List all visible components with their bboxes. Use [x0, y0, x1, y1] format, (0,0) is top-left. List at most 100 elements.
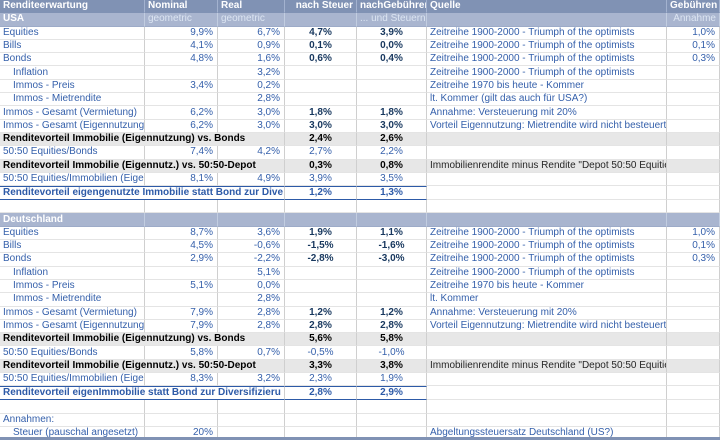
- cell-nach-steuer[interactable]: 2,4%: [285, 132, 357, 147]
- cell-gebuehren[interactable]: 1,0%: [667, 226, 720, 241]
- cell-nach-steuer[interactable]: -0,5%: [285, 346, 357, 360]
- cell-nominal[interactable]: 8,1%: [145, 172, 218, 187]
- cell-quelle[interactable]: Zeitreihe 1900-2000 - Triumph of the opt…: [427, 226, 667, 241]
- cell-real[interactable]: [218, 413, 285, 427]
- cell-nominal[interactable]: 3,4%: [145, 79, 218, 94]
- cell-nach-gebuehren[interactable]: 1,9%: [357, 373, 427, 387]
- cell-nach-gebuehren[interactable]: [357, 266, 427, 280]
- cell-label[interactable]: Bills: [0, 39, 145, 54]
- cell-real[interactable]: 0,2%: [218, 79, 285, 94]
- cell-gebuehren[interactable]: [667, 400, 720, 414]
- cell-real[interactable]: 3,2%: [218, 66, 285, 80]
- cell-quelle[interactable]: Vorteil Eigennutzung: Mietrendite wird n…: [427, 119, 667, 133]
- cell-nominal[interactable]: [145, 266, 218, 280]
- cell-nach-steuer[interactable]: 2,3%: [285, 373, 357, 387]
- cell-label[interactable]: Immos - Gesamt (Vermietung): [0, 106, 145, 120]
- cell-nach-gebuehren[interactable]: 0,0%: [357, 39, 427, 54]
- band-sub-nominal[interactable]: geometric: [145, 13, 218, 27]
- cell-real[interactable]: 3,0%: [218, 119, 285, 133]
- cell-nominal[interactable]: [145, 200, 218, 214]
- cell-nominal[interactable]: 2,9%: [145, 253, 218, 267]
- cell-real[interactable]: [218, 400, 285, 414]
- cell-real[interactable]: 4,9%: [218, 172, 285, 187]
- cell-nominal[interactable]: 6,2%: [145, 119, 218, 133]
- cell-quelle[interactable]: [427, 146, 667, 160]
- cell-gebuehren[interactable]: 0,3%: [667, 253, 720, 267]
- cell-gebuehren[interactable]: [667, 200, 720, 214]
- cell-nach-gebuehren[interactable]: 1,8%: [357, 106, 427, 120]
- cell-quelle[interactable]: Zeitreihe 1900-2000 - Triumph of the opt…: [427, 253, 667, 267]
- cell-gebuehren[interactable]: 0,1%: [667, 240, 720, 254]
- header-nach-gebuehren[interactable]: nachGebühren: [357, 0, 427, 14]
- cell-nach-steuer[interactable]: 3,9%: [285, 172, 357, 187]
- cell-gebuehren[interactable]: [667, 279, 720, 294]
- cell-nominal[interactable]: 5,8%: [145, 346, 218, 360]
- cell-nach-gebuehren[interactable]: 2,6%: [357, 132, 427, 147]
- cell-label[interactable]: Immos - Gesamt (Eigennutzung): [0, 119, 145, 133]
- cell-nach-gebuehren[interactable]: 5,8%: [357, 333, 427, 347]
- cell-real[interactable]: 3,6%: [218, 226, 285, 241]
- cell-nach-gebuehren[interactable]: 3,0%: [357, 119, 427, 133]
- cell-nach-gebuehren[interactable]: 2,9%: [357, 386, 427, 401]
- cell-quelle[interactable]: [427, 186, 667, 201]
- header-quelle[interactable]: Quelle: [427, 0, 667, 14]
- cell-nach-steuer[interactable]: [285, 266, 357, 280]
- band-sub-nach-steuer[interactable]: [285, 13, 357, 27]
- band-sub-nominal[interactable]: [145, 213, 218, 227]
- cell-gebuehren[interactable]: [667, 413, 720, 427]
- cell-quelle[interactable]: Zeitreihe 1970 bis heute - Kommer: [427, 279, 667, 294]
- cell-nach-steuer[interactable]: [285, 66, 357, 80]
- cell-nach-steuer[interactable]: -2,8%: [285, 253, 357, 267]
- cell-gebuehren[interactable]: [667, 346, 720, 360]
- cell-nominal[interactable]: 4,5%: [145, 240, 218, 254]
- cell-nach-gebuehren[interactable]: 2,2%: [357, 146, 427, 160]
- cell-quelle[interactable]: [427, 172, 667, 187]
- cell-gebuehren[interactable]: [667, 119, 720, 133]
- header-renditeerwartung[interactable]: Renditeerwartung: [0, 0, 145, 14]
- cell-nominal[interactable]: 4,1%: [145, 39, 218, 54]
- cell-gebuehren[interactable]: [667, 386, 720, 401]
- cell-nach-gebuehren[interactable]: 2,8%: [357, 319, 427, 334]
- section-title[interactable]: Deutschland: [0, 213, 145, 227]
- cell-label[interactable]: 50:50 Equities/Bonds: [0, 146, 145, 160]
- cell-nach-steuer[interactable]: 3,0%: [285, 119, 357, 133]
- cell-quelle[interactable]: [427, 400, 667, 414]
- cell-nach-steuer[interactable]: 0,6%: [285, 53, 357, 67]
- cell-nominal[interactable]: 5,1%: [145, 279, 218, 294]
- band-sub-nach-steuer[interactable]: [285, 213, 357, 227]
- cell-nach-gebuehren[interactable]: -1,0%: [357, 346, 427, 360]
- cell-gebuehren[interactable]: [667, 293, 720, 307]
- cell-label[interactable]: Immos - Gesamt (Eigennutzung): [0, 319, 145, 334]
- cell-label[interactable]: Renditevorteil Immobilie (Eigennutzung) …: [0, 132, 285, 147]
- cell-real[interactable]: -2,2%: [218, 253, 285, 267]
- cell-label[interactable]: Bonds: [0, 253, 145, 267]
- cell-nach-gebuehren[interactable]: 1,3%: [357, 186, 427, 201]
- cell-label[interactable]: Renditevorteil Immobilie (Eigennutzung) …: [0, 333, 285, 347]
- cell-nach-steuer[interactable]: 4,7%: [285, 26, 357, 40]
- cell-label[interactable]: 50:50 Equities/Immobilien (Eigenn: [0, 172, 145, 187]
- cell-nach-gebuehren[interactable]: [357, 66, 427, 80]
- cell-nach-gebuehren[interactable]: 3,9%: [357, 26, 427, 40]
- cell-quelle[interactable]: [427, 386, 667, 401]
- cell-quelle[interactable]: [427, 200, 667, 214]
- cell-real[interactable]: 2,8%: [218, 306, 285, 320]
- cell-label[interactable]: Equities: [0, 26, 145, 40]
- cell-nach-gebuehren[interactable]: 0,4%: [357, 53, 427, 67]
- header-nominal[interactable]: Nominal: [145, 0, 218, 14]
- cell-label[interactable]: [0, 400, 145, 414]
- cell-gebuehren[interactable]: 1,0%: [667, 26, 720, 40]
- header-real[interactable]: Real: [218, 0, 285, 14]
- cell-label[interactable]: Annahmen:: [0, 413, 145, 427]
- cell-nach-steuer[interactable]: 0,1%: [285, 39, 357, 54]
- cell-nach-gebuehren[interactable]: [357, 413, 427, 427]
- band-sub-real[interactable]: geometric: [218, 13, 285, 27]
- cell-gebuehren[interactable]: [667, 146, 720, 160]
- cell-label[interactable]: Immos - Preis: [0, 279, 145, 294]
- cell-nach-steuer[interactable]: 1,2%: [285, 306, 357, 320]
- cell-nominal[interactable]: [145, 413, 218, 427]
- cell-nach-gebuehren[interactable]: -3,0%: [357, 253, 427, 267]
- cell-quelle[interactable]: Immobilienrendite minus Rendite "Depot 5…: [427, 159, 667, 173]
- cell-label[interactable]: Immos - Gesamt (Vermietung): [0, 306, 145, 320]
- section-title[interactable]: USA: [0, 13, 145, 27]
- cell-quelle[interactable]: Zeitreihe 1900-2000 - Triumph of the opt…: [427, 26, 667, 40]
